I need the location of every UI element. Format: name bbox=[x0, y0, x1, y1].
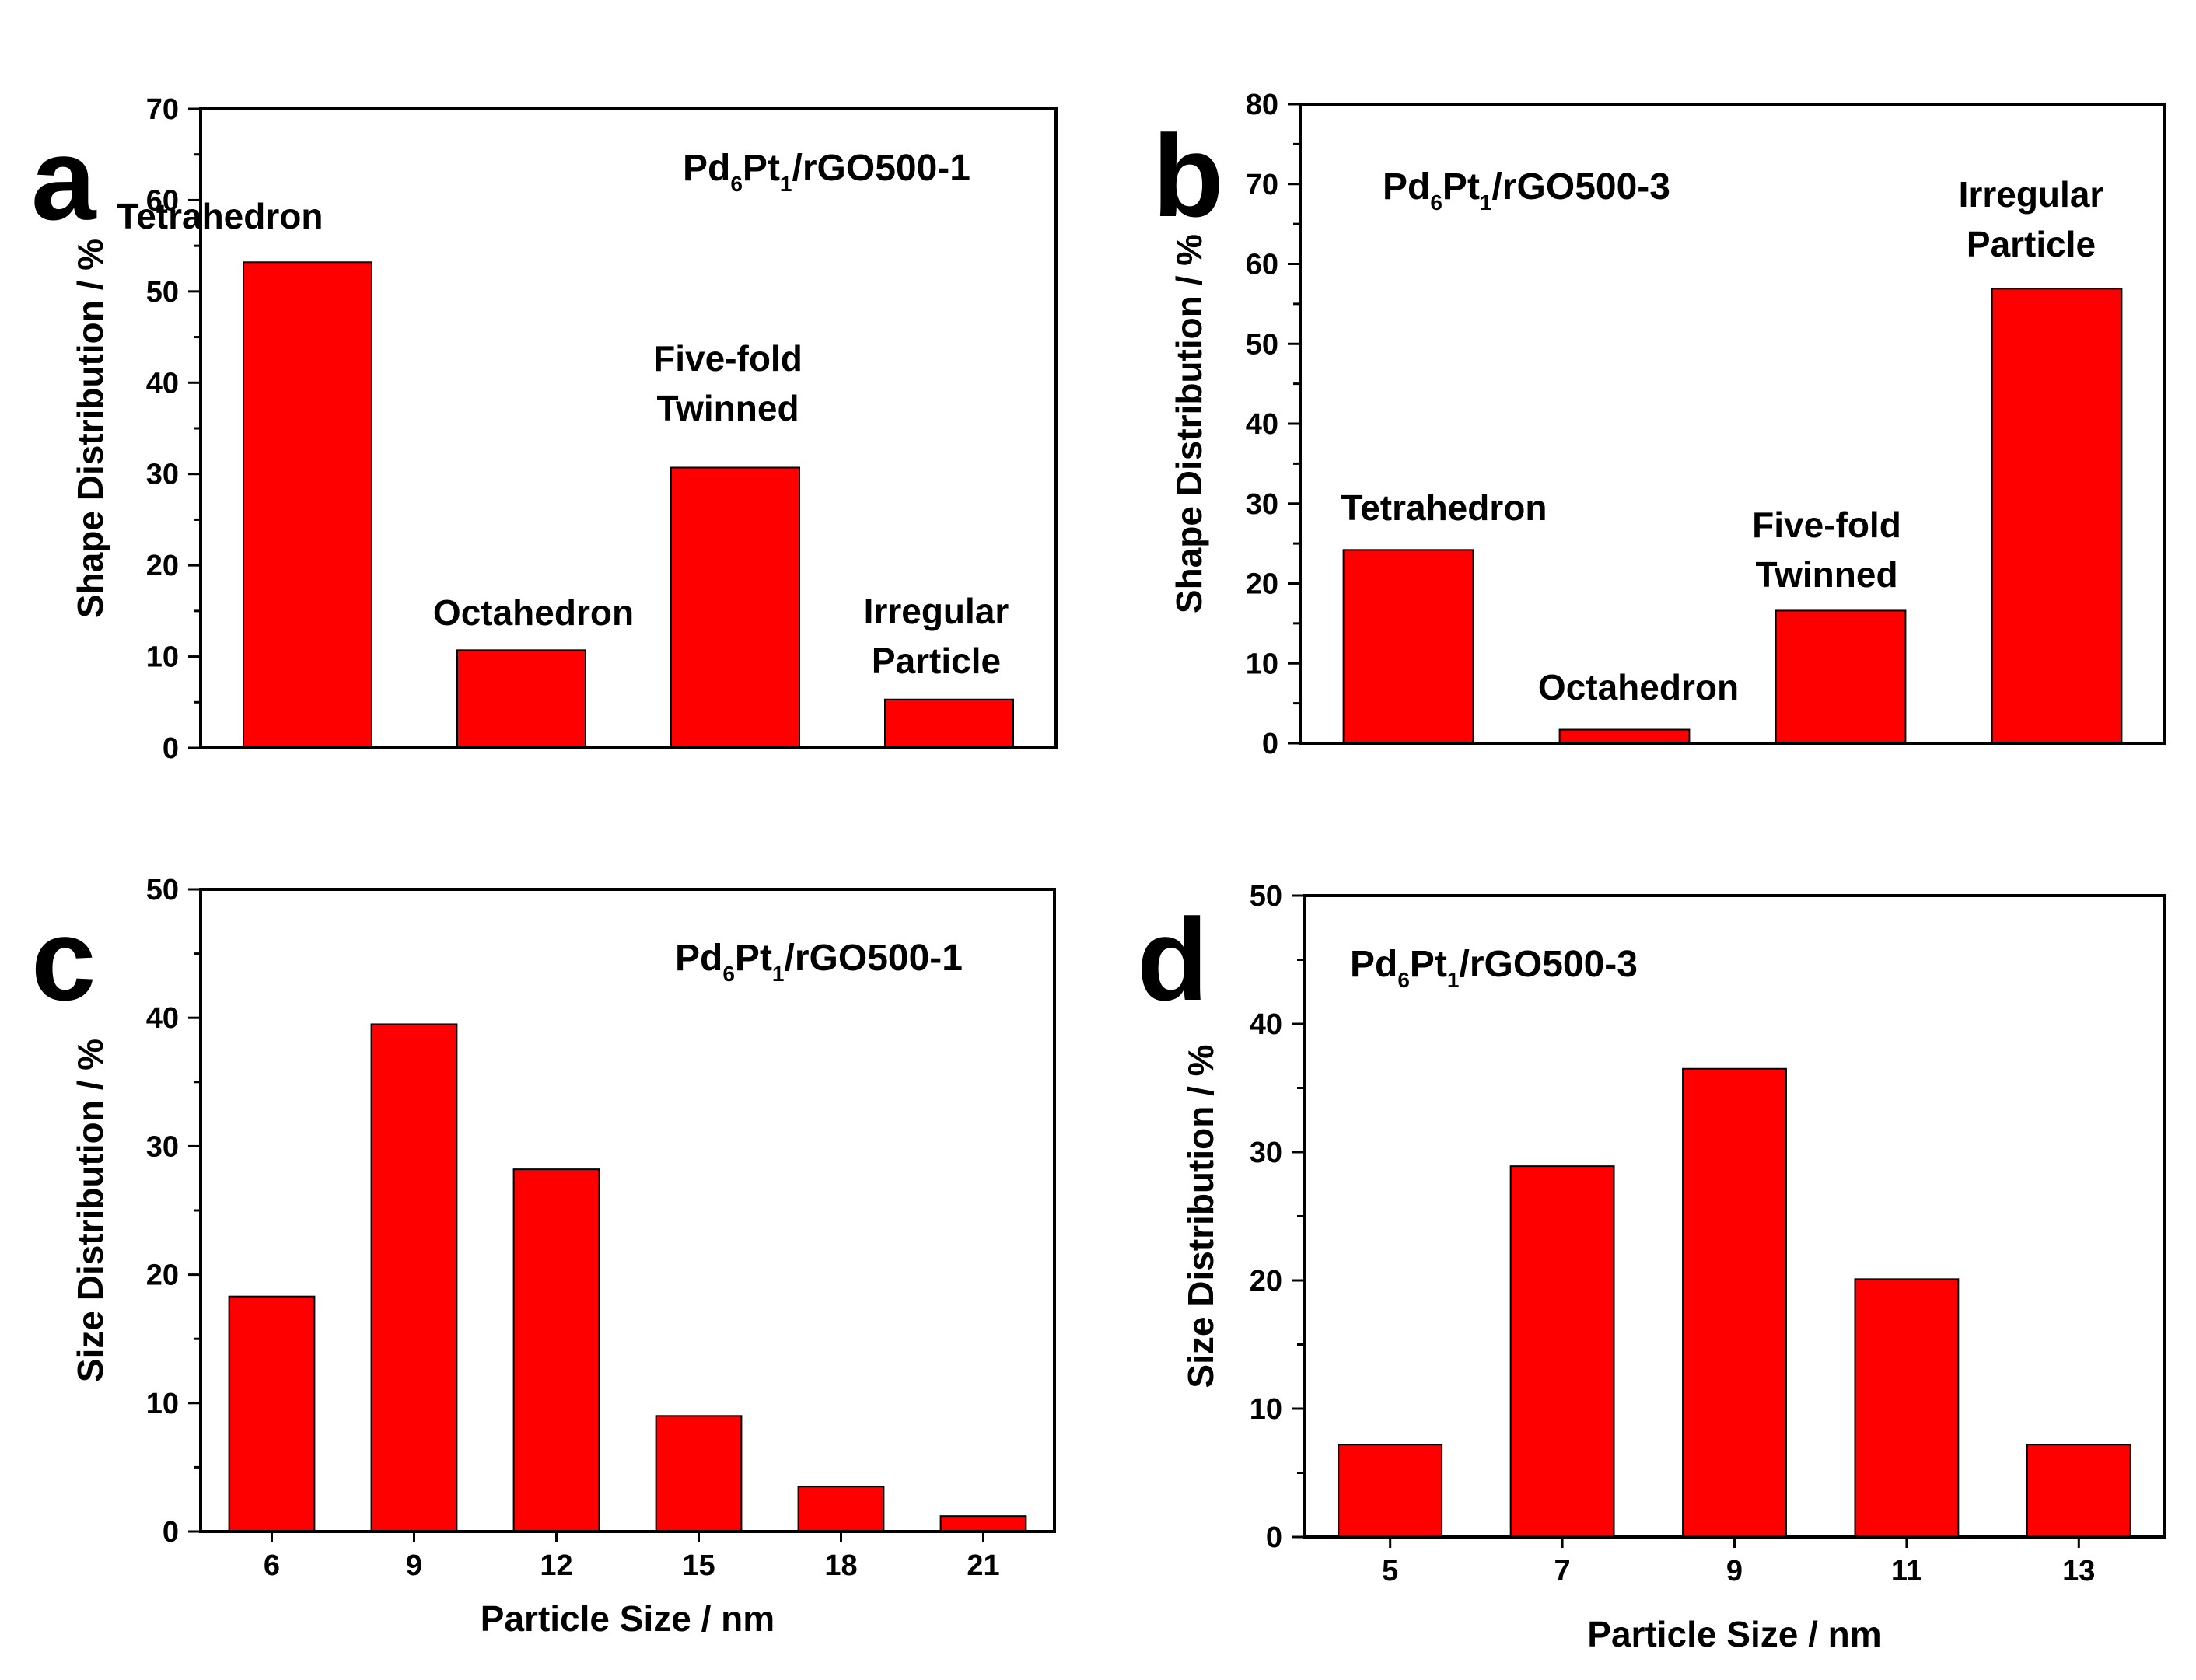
bar-b-1 bbox=[1558, 728, 1691, 744]
xtick-label-d-0: 5 bbox=[1382, 1555, 1398, 1587]
bar-b-3 bbox=[1991, 288, 2123, 745]
ytick-label-a-4: 40 bbox=[146, 367, 179, 400]
bar-a-0 bbox=[243, 261, 372, 749]
bar-label-a-3-0: Irregular bbox=[864, 591, 1009, 631]
bar-a-3 bbox=[884, 698, 1014, 749]
ytick-label-b-5: 50 bbox=[1246, 328, 1278, 361]
ytick-label-a-3: 30 bbox=[146, 459, 179, 491]
ytick-label-a-1: 10 bbox=[146, 641, 179, 674]
ytick-label-d-5: 50 bbox=[1250, 880, 1282, 913]
bar-label-a-0-0: Tetrahedron bbox=[117, 196, 323, 236]
ylabel-a: Shape Distribution / % bbox=[70, 239, 110, 618]
bar-d-1 bbox=[1509, 1165, 1615, 1539]
ytick-label-a-0: 0 bbox=[163, 732, 179, 765]
ytick-label-b-3: 30 bbox=[1246, 488, 1278, 521]
bar-label-a-2-0: Five-fold bbox=[653, 338, 803, 379]
panel-letter-d: d bbox=[1137, 894, 1208, 1025]
xtick-label-c-5: 21 bbox=[967, 1549, 999, 1582]
bar-c-5 bbox=[939, 1515, 1027, 1533]
ytick-label-c-5: 50 bbox=[146, 874, 179, 906]
ylabel-b: Shape Distribution / % bbox=[1169, 234, 1209, 613]
bar-label-b-2-0: Five-fold bbox=[1752, 505, 1901, 545]
xtick-label-c-4: 18 bbox=[824, 1549, 857, 1582]
bar-b-0 bbox=[1342, 549, 1474, 744]
bar-a-2 bbox=[670, 466, 800, 749]
bar-label-b-0-0: Tetrahedron bbox=[1341, 487, 1547, 528]
ytick-label-c-4: 40 bbox=[146, 1002, 179, 1035]
xtick-label-c-0: 6 bbox=[264, 1549, 280, 1582]
bar-label-a-2-1: Twinned bbox=[656, 388, 799, 428]
bar-label-b-3-0: Irregular bbox=[1959, 174, 2104, 215]
ytick-label-b-7: 70 bbox=[1246, 169, 1278, 201]
bar-c-2 bbox=[512, 1168, 600, 1532]
ytick-label-a-6: 60 bbox=[146, 184, 179, 217]
bar-c-4 bbox=[797, 1486, 885, 1533]
bar-d-0 bbox=[1338, 1444, 1443, 1538]
xtick-label-d-4: 13 bbox=[2062, 1555, 2095, 1587]
xlabel-c: Particle Size / nm bbox=[481, 1598, 775, 1639]
panel-a: a 0 10 20 30 40 50 60 70 Shape Distribution / % Pd… bbox=[31, 93, 1058, 765]
bar-d-2 bbox=[1682, 1067, 1787, 1538]
ytick-label-c-1: 10 bbox=[146, 1388, 179, 1420]
ytick-label-a-7: 70 bbox=[146, 93, 179, 126]
chart-title-d: Pd6Pt1/rGO500-3 bbox=[1350, 944, 1638, 992]
ytick-label-d-1: 10 bbox=[1250, 1393, 1282, 1426]
panel-b: b 0 10 20 30 40 50 60 70 80 Shape Distribution / %… bbox=[1152, 89, 2166, 760]
ytick-label-d-3: 30 bbox=[1250, 1137, 1282, 1169]
bar-d-3 bbox=[1854, 1278, 1960, 1538]
ytick-label-a-5: 50 bbox=[146, 276, 179, 309]
panel-letter-a: a bbox=[31, 114, 97, 244]
bar-a-1 bbox=[456, 649, 586, 749]
xlabel-d: Particle Size / nm bbox=[1587, 1614, 1881, 1654]
bar-label-b-3-1: Particle bbox=[1967, 224, 2096, 264]
panel-c: c 0 10 20 30 40 50 6 9 12 15 18 21 Size Distribution … bbox=[31, 874, 1056, 1639]
bar-label-a-3-1: Particle bbox=[872, 641, 1001, 681]
bar-d-4 bbox=[2026, 1444, 2131, 1538]
panel-letter-b: b bbox=[1152, 110, 1224, 241]
ytick-label-b-6: 60 bbox=[1246, 249, 1278, 281]
bar-label-b-1-0: Octahedron bbox=[1538, 667, 1739, 707]
ytick-label-d-4: 40 bbox=[1250, 1008, 1282, 1041]
chart-title-c: Pd6Pt1/rGO500-1 bbox=[675, 938, 963, 986]
ylabel-d: Size Distribution / % bbox=[1180, 1044, 1221, 1388]
ytick-label-c-0: 0 bbox=[163, 1516, 179, 1549]
ytick-label-d-2: 20 bbox=[1250, 1265, 1282, 1298]
xtick-label-c-2: 12 bbox=[540, 1549, 572, 1582]
bar-b-2 bbox=[1775, 609, 1907, 744]
xtick-label-d-1: 7 bbox=[1554, 1555, 1571, 1587]
xtick-label-d-2: 9 bbox=[1726, 1555, 1743, 1587]
ytick-label-c-2: 20 bbox=[146, 1259, 179, 1292]
xtick-label-c-1: 9 bbox=[406, 1549, 422, 1582]
xtick-label-d-3: 11 bbox=[1891, 1555, 1922, 1587]
panel-d: d 0 10 20 30 40 50 5 7 9 11 13 Size Distribution / %… bbox=[1137, 880, 2166, 1654]
bar-c-1 bbox=[370, 1023, 458, 1532]
bar-label-a-1-0: Octahedron bbox=[433, 592, 634, 633]
plot-frame-c bbox=[199, 888, 1056, 1533]
ytick-label-c-3: 30 bbox=[146, 1130, 179, 1163]
panel-letter-c: c bbox=[31, 894, 96, 1025]
bar-c-0 bbox=[228, 1295, 316, 1532]
chart-title-a: Pd6Pt1/rGO500-1 bbox=[683, 148, 970, 196]
xtick-label-c-3: 15 bbox=[682, 1549, 715, 1582]
ytick-label-b-8: 80 bbox=[1246, 89, 1278, 121]
ytick-label-b-0: 0 bbox=[1262, 728, 1278, 760]
ytick-label-a-2: 20 bbox=[146, 550, 179, 582]
ytick-label-d-0: 0 bbox=[1266, 1521, 1282, 1554]
bar-c-3 bbox=[655, 1415, 743, 1532]
ytick-label-b-4: 40 bbox=[1246, 408, 1278, 441]
ytick-label-b-2: 20 bbox=[1246, 568, 1278, 601]
bar-label-b-2-1: Twinned bbox=[1755, 554, 1897, 595]
chart-title-b: Pd6Pt1/rGO500-3 bbox=[1383, 166, 1670, 215]
ytick-label-b-1: 10 bbox=[1246, 648, 1278, 680]
ylabel-c: Size Distribution / % bbox=[70, 1039, 110, 1382]
